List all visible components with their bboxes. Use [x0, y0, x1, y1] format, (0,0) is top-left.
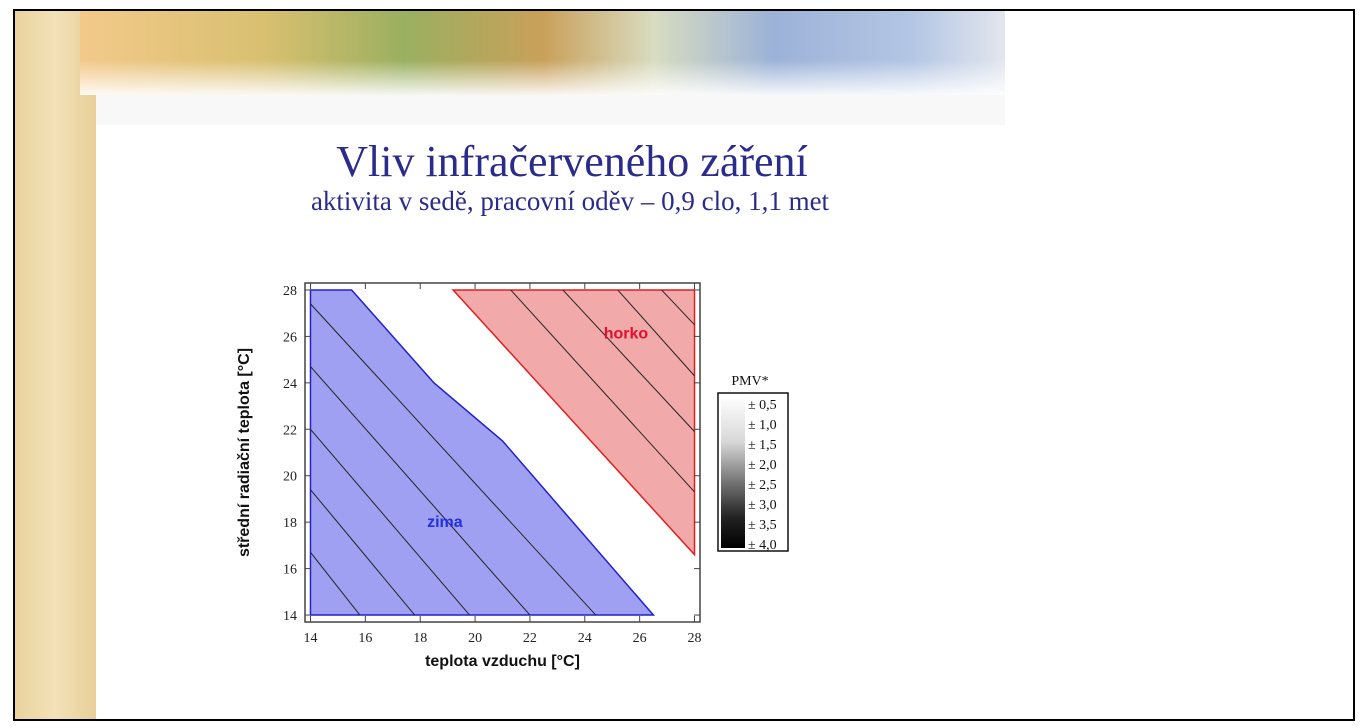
x-tick-label: 24 [578, 631, 592, 646]
slide-subtitle: aktivita v sedě, pracovní oděv – 0,9 clo… [311, 186, 830, 216]
annotation: horko [604, 326, 649, 343]
banner-shadow [96, 95, 1005, 125]
chart: 14 16 18 20 22 24 26 28 14 16 18 20 22 24 26 28 teplota … [236, 282, 789, 670]
contour-line [510, 289, 695, 493]
x-tick-label: 22 [523, 631, 537, 646]
y-tick-label: 16 [283, 563, 297, 578]
contour-line [310, 366, 531, 616]
y-tick-label: 18 [283, 516, 297, 531]
x-tick-label: 14 [303, 631, 317, 646]
annotation: zima [427, 514, 463, 531]
legend-gradient [721, 396, 745, 548]
y-tick-label: 20 [283, 470, 297, 485]
slide-title: Vliv infračerveného záření [336, 137, 808, 186]
contour-line [310, 303, 597, 616]
y-tick-label: 28 [283, 284, 297, 299]
contour-line [310, 428, 470, 616]
legend-label: ± 4,0 [748, 538, 777, 553]
contour-line [310, 552, 361, 616]
legend-label: ± 2,0 [748, 458, 777, 473]
region [451, 289, 696, 557]
parchment-strip [14, 10, 96, 720]
slide-frame [13, 9, 1355, 721]
legend-label: ± 3,0 [748, 498, 777, 513]
legend-label: ± 0,5 [748, 398, 777, 413]
legend-label: ± 2,5 [748, 478, 777, 493]
x-tick-label: 28 [688, 631, 702, 646]
y-axis-label: střední radiační teplota [°C] [236, 348, 253, 557]
legend-label: ± 3,5 [748, 518, 777, 533]
y-tick-label: 22 [283, 423, 297, 438]
plot-frame [304, 282, 701, 623]
legend-label: ± 1,0 [748, 418, 777, 433]
x-tick-label: 26 [633, 631, 647, 646]
y-tick-label: 14 [283, 609, 297, 624]
contour-line [617, 289, 695, 377]
y-tick-label: 24 [283, 377, 297, 392]
contour-line [661, 289, 695, 326]
contour-line [310, 489, 416, 616]
legend-title: PMV* [731, 374, 768, 389]
x-axis-label: teplota vzduchu [°C] [425, 653, 580, 670]
legend-label: ± 1,5 [748, 438, 777, 453]
x-tick-label: 18 [413, 631, 427, 646]
x-tick-label: 16 [358, 631, 372, 646]
banner-fade [80, 60, 1005, 95]
y-tick-label: 26 [283, 330, 297, 345]
contour-line [562, 289, 695, 432]
x-tick-label: 20 [468, 631, 482, 646]
